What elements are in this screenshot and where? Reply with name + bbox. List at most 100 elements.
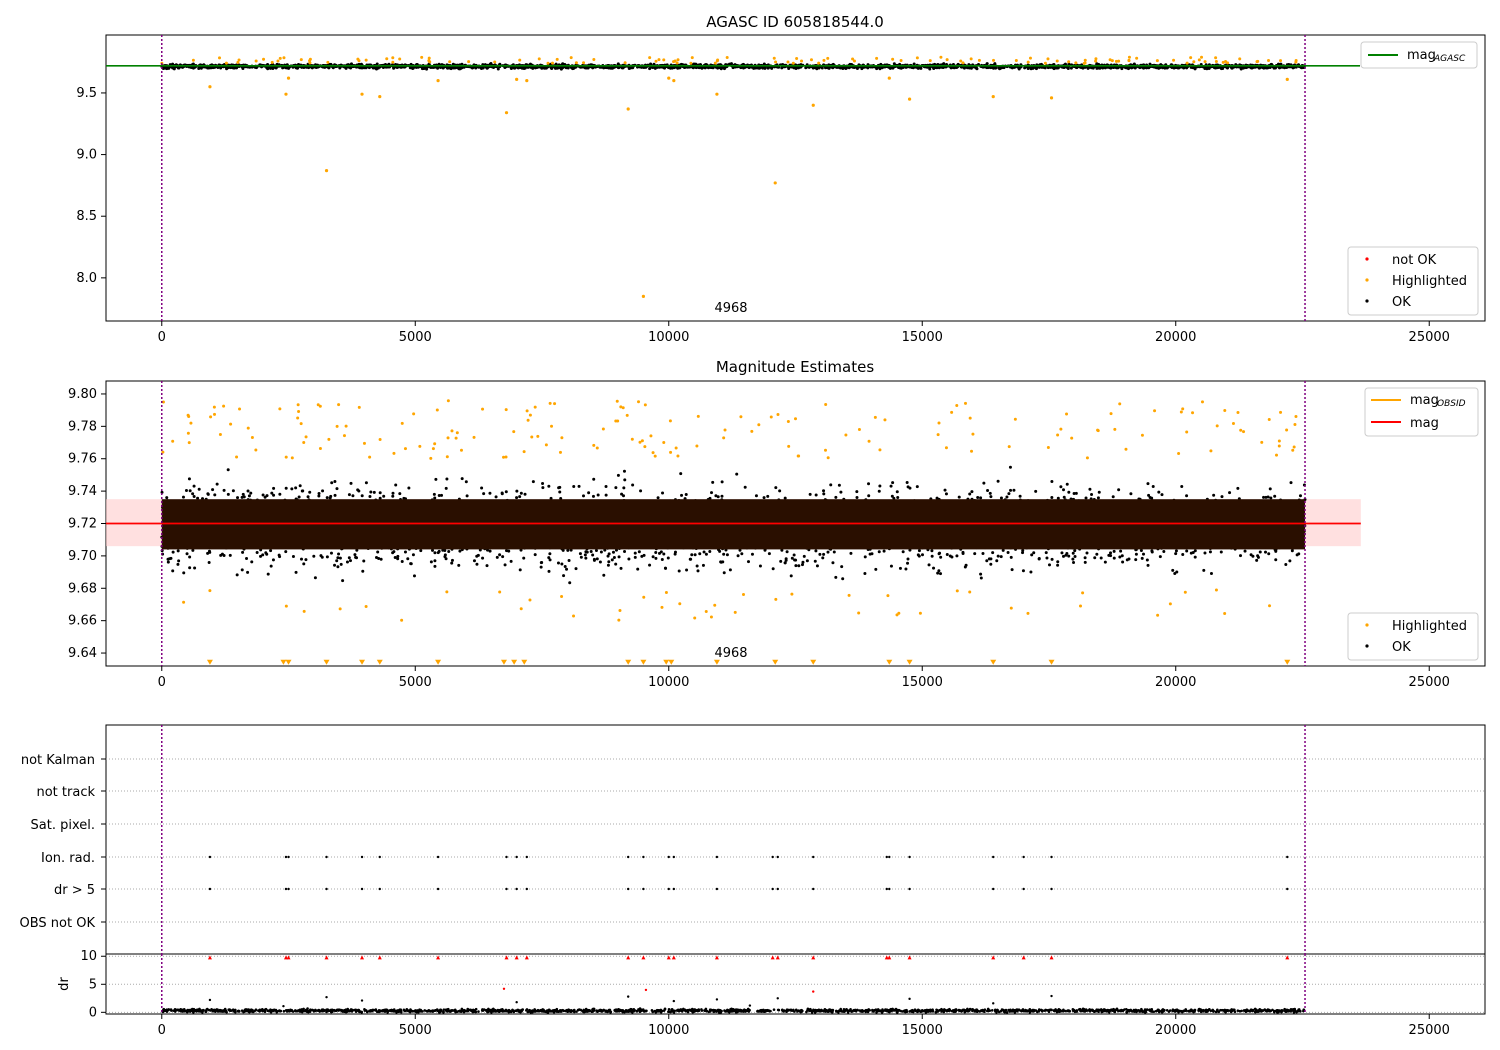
ok-point xyxy=(743,485,747,489)
highlighted-point xyxy=(773,181,777,185)
ok-point xyxy=(740,552,744,556)
ok-point xyxy=(837,483,841,487)
legend-mag-agasc-sub: AGASC xyxy=(1433,54,1466,64)
highlighted-point xyxy=(672,79,676,83)
ok-point xyxy=(979,496,983,500)
ok-point xyxy=(841,577,845,581)
ok-point xyxy=(336,556,340,560)
highlighted-point xyxy=(875,56,879,60)
ok-point xyxy=(619,566,623,570)
ok-point xyxy=(610,558,614,562)
highlighted-point xyxy=(224,61,228,65)
ok-point xyxy=(1018,494,1022,498)
ok-point xyxy=(1298,494,1302,498)
legend-mag-obsid-label: mag xyxy=(1410,393,1439,408)
ok-point xyxy=(821,556,825,560)
ok-point xyxy=(519,548,523,552)
ok-point xyxy=(325,496,329,500)
highlighted-point xyxy=(1285,77,1289,81)
ok-point xyxy=(727,62,731,66)
ok-point xyxy=(1085,551,1089,555)
ok-point xyxy=(488,549,492,553)
ok-point xyxy=(654,556,658,560)
highlighted-point xyxy=(537,57,541,61)
ok-point xyxy=(718,549,722,553)
panel2-title: Magnitude Estimates xyxy=(716,358,874,376)
ok-point xyxy=(433,551,437,555)
ok-point xyxy=(228,553,232,557)
ok-point xyxy=(1146,563,1150,567)
p2-ytick-label: 9.68 xyxy=(68,581,97,596)
ok-point xyxy=(347,556,351,560)
ok-point xyxy=(1071,557,1075,561)
ok-point xyxy=(460,477,464,481)
ok-point xyxy=(240,495,244,499)
highlighted-point xyxy=(800,59,804,63)
ok-point xyxy=(867,482,871,486)
highlighted-point xyxy=(899,58,903,62)
ok-point xyxy=(1009,555,1013,559)
highlighted-point xyxy=(945,58,949,62)
legend-notok-label: not OK xyxy=(1392,253,1437,268)
ok-point xyxy=(329,494,333,498)
ok-point xyxy=(808,492,812,496)
panel4-ylabel: dr xyxy=(57,977,72,991)
ok-point xyxy=(1212,493,1216,497)
ok-point xyxy=(750,552,754,556)
ok-point xyxy=(171,569,175,573)
ok-point xyxy=(1067,490,1071,494)
ok-point xyxy=(710,65,714,69)
ok-point xyxy=(714,494,718,498)
highlighted-point xyxy=(284,92,288,96)
ok-point xyxy=(594,549,598,553)
ok-point xyxy=(539,561,543,565)
ok-point xyxy=(720,494,724,498)
highlighted-point xyxy=(713,61,717,65)
highlighted-point xyxy=(977,58,981,62)
ok-point xyxy=(548,558,552,562)
highlighted-point xyxy=(360,92,364,96)
ok-point xyxy=(656,496,660,500)
ok-point xyxy=(701,563,705,567)
ok-point xyxy=(633,551,637,555)
highlighted-point xyxy=(1049,96,1054,100)
ok-point xyxy=(235,66,239,70)
highlighted-point xyxy=(592,58,596,62)
highlighted-point xyxy=(448,60,452,64)
highlighted-point xyxy=(772,56,776,60)
ok-point xyxy=(312,554,316,558)
highlighted-point xyxy=(725,56,729,60)
ok-point xyxy=(495,555,499,559)
ok-point xyxy=(906,561,910,565)
ok-point xyxy=(787,66,791,70)
ok-point xyxy=(320,555,324,559)
ok-point xyxy=(1160,493,1164,497)
ok-point xyxy=(622,486,626,490)
ok-point xyxy=(475,562,479,566)
ok-point xyxy=(767,552,771,556)
ok-point xyxy=(1121,560,1125,564)
highlighted-point xyxy=(991,95,995,99)
ok-point xyxy=(562,574,566,578)
ok-point xyxy=(728,568,732,572)
ok-point xyxy=(1112,556,1116,560)
ok-point xyxy=(226,492,230,496)
ok-point xyxy=(631,483,635,487)
ok-point xyxy=(329,551,333,555)
ok-point xyxy=(822,492,826,496)
highlighted-point xyxy=(626,107,630,111)
highlighted-point xyxy=(1294,60,1298,64)
ok-point xyxy=(519,491,523,495)
highlighted-point xyxy=(326,60,330,64)
ok-point xyxy=(1134,552,1138,556)
ok-point xyxy=(1071,551,1075,555)
ok-point xyxy=(434,477,438,481)
ok-point xyxy=(167,66,171,70)
ok-point xyxy=(1228,491,1232,495)
highlighted-point xyxy=(1055,59,1059,63)
ok-point xyxy=(450,561,454,565)
highlighted-point xyxy=(525,79,529,83)
panel2-annotation: 4968 xyxy=(714,646,747,661)
p1-ytick-label: 9.5 xyxy=(76,86,97,101)
highlighted-point xyxy=(569,56,573,60)
